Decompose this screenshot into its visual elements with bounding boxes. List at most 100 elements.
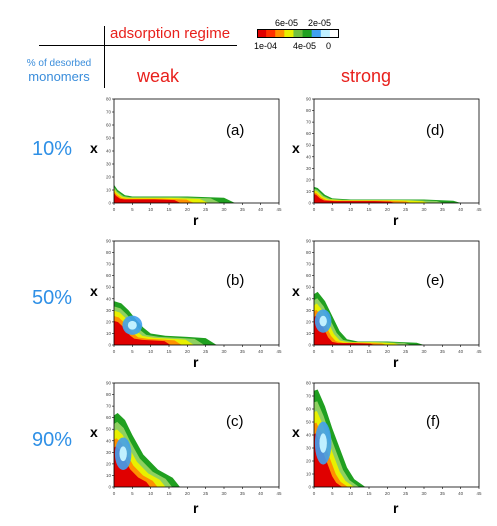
y-tick-label: 30 — [306, 166, 312, 171]
x-tick-label: 25 — [203, 491, 209, 496]
colorbar-tick-4e-05: 4e-05 — [293, 41, 317, 51]
colorbar — [257, 29, 339, 38]
xlabel-f: r — [393, 500, 399, 516]
y-tick-label: 50 — [106, 285, 112, 290]
xlabel-a: r — [193, 212, 199, 228]
x-tick-label: 25 — [403, 491, 409, 496]
x-tick-label: 25 — [203, 349, 209, 354]
ylabel-b: x — [90, 283, 98, 299]
x-tick-label: 5 — [331, 349, 334, 354]
x-tick-label: 15 — [366, 491, 372, 496]
x-tick-label: 10 — [148, 491, 154, 496]
y-tick-label: 60 — [306, 131, 312, 136]
colorbar-frame — [257, 29, 339, 38]
y-tick-label: 30 — [306, 446, 312, 451]
x-tick-label: 30 — [221, 491, 227, 496]
x-tick-label: 5 — [331, 491, 334, 496]
x-tick-label: 45 — [276, 349, 282, 354]
y-tick-label: 70 — [106, 110, 112, 115]
density-layer-4 — [114, 192, 181, 203]
x-tick-label: 40 — [458, 491, 464, 496]
y-tick-label: 90 — [306, 239, 312, 244]
x-tick-label: 35 — [440, 207, 446, 212]
panel-a: 0 5 10 15 20 25 30 35 40 45 0 10 20 30 40 50 60 70 80 — [106, 97, 282, 213]
x-tick-label: 45 — [476, 491, 482, 496]
colorbar-tick-1e-04: 1e-04 — [254, 41, 278, 51]
y-tick-label: 70 — [106, 262, 112, 267]
x-tick-label: 10 — [148, 349, 154, 354]
x-tick-label: 25 — [203, 207, 209, 212]
y-tick-label: 80 — [106, 392, 112, 397]
panel-letter-b: (b) — [226, 272, 245, 289]
y-tick-label: 60 — [106, 123, 112, 128]
colorbar-swatch — [257, 29, 267, 38]
y-tick-label: 70 — [306, 120, 312, 125]
y-tick-label: 20 — [306, 177, 312, 182]
colorbar-tick-2e-05: 2e-05 — [308, 18, 332, 28]
x-tick-label: 20 — [385, 207, 391, 212]
y-tick-label: 90 — [306, 97, 312, 102]
ylabel-a: x — [90, 140, 98, 156]
x-tick-label: 35 — [240, 207, 246, 212]
y-tick-label: 10 — [306, 472, 312, 477]
ylabel-d: x — [292, 140, 300, 156]
x-tick-label: 0 — [113, 491, 116, 496]
colorbar-tick-6e-05: 6e-05 — [275, 18, 299, 28]
colorbar-swatch — [293, 29, 304, 38]
x-tick-label: 5 — [131, 207, 134, 212]
x-tick-label: 20 — [385, 491, 391, 496]
y-tick-label: 20 — [106, 461, 112, 466]
panel-e: 0 5 10 15 20 25 30 35 40 45 0 10 20 30 40 50 60 70 80 90 — [306, 239, 482, 355]
x-tick-label: 0 — [113, 207, 116, 212]
plot-area — [114, 99, 279, 203]
y-tick-label: 40 — [106, 438, 112, 443]
y-tick-label: 30 — [106, 162, 112, 167]
ylabel-e: x — [292, 283, 300, 299]
density-layer-4 — [114, 320, 171, 345]
colorbar-swatch — [302, 29, 313, 38]
colorbar-swatch — [311, 29, 322, 38]
x-tick-label: 20 — [185, 207, 191, 212]
x-tick-label: 30 — [421, 349, 427, 354]
y-tick-label: 20 — [106, 319, 112, 324]
percent-header-line1: % of desorbed — [26, 58, 92, 69]
y-tick-label: 20 — [306, 459, 312, 464]
y-tick-label: 40 — [106, 296, 112, 301]
percent-header-line2: monomers — [28, 69, 90, 84]
x-tick-label: 20 — [385, 349, 391, 354]
xlabel-e: r — [393, 354, 399, 370]
density-core-inner — [319, 315, 327, 327]
density-layer-4 — [314, 315, 375, 345]
y-tick-label: 90 — [106, 239, 112, 244]
x-tick-label: 15 — [166, 491, 172, 496]
column-title-weak: weak — [137, 66, 180, 86]
y-tick-label: 80 — [106, 250, 112, 255]
x-tick-label: 35 — [440, 349, 446, 354]
plot-frame — [113, 382, 280, 488]
y-tick-label: 0 — [308, 343, 311, 348]
plot-area — [314, 241, 479, 345]
y-tick-label: 10 — [106, 473, 112, 478]
y-tick-label: 60 — [106, 415, 112, 420]
x-tick-label: 5 — [131, 349, 134, 354]
y-tick-label: 0 — [108, 343, 111, 348]
y-tick-label: 40 — [106, 149, 112, 154]
density-layer-4 — [314, 194, 395, 203]
colorbar-swatch — [266, 29, 276, 38]
xlabel-b: r — [193, 354, 199, 370]
x-tick-label: 45 — [476, 349, 482, 354]
header-divider-vertical — [104, 26, 105, 88]
x-tick-label: 40 — [258, 207, 264, 212]
x-tick-label: 45 — [276, 491, 282, 496]
y-tick-label: 80 — [306, 381, 312, 386]
y-tick-label: 70 — [306, 262, 312, 267]
x-tick-label: 15 — [166, 349, 172, 354]
y-tick-label: 10 — [106, 331, 112, 336]
y-tick-label: 20 — [306, 319, 312, 324]
x-tick-label: 20 — [185, 491, 191, 496]
xlabel-c: r — [193, 500, 199, 516]
y-tick-label: 40 — [306, 296, 312, 301]
colorbar-swatch — [284, 29, 294, 38]
ylabel-f: x — [292, 424, 300, 440]
x-tick-label: 10 — [348, 491, 354, 496]
